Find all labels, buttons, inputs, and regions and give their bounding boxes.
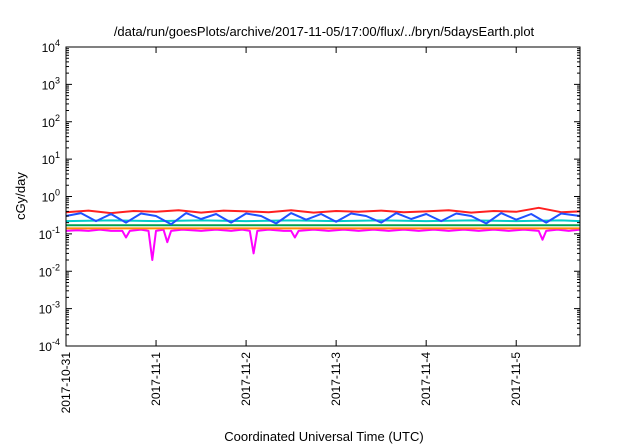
y-tick-label-exponent: -2 [52, 262, 60, 272]
y-tick-label-7: 103 [42, 75, 60, 92]
y-tick-label-exponent: 1 [55, 150, 60, 160]
y-tick-label-exponent: -4 [52, 337, 60, 347]
y-tick-label-exponent: 3 [55, 75, 60, 85]
x-axis-label: Coordinated Universal Time (UTC) [224, 429, 423, 444]
y-tick-label-base: 10 [42, 41, 56, 55]
series-layer [65, 206, 581, 261]
y-tick-label-1: 10-3 [39, 300, 60, 317]
y-tick-label-5: 101 [42, 150, 60, 167]
series-line-5 [65, 206, 581, 215]
y-tick-label-8: 104 [42, 38, 60, 55]
y-tick-label-exponent: -3 [52, 300, 60, 310]
y-tick-label-base: 10 [39, 265, 53, 279]
plot-frame [65, 46, 581, 347]
y-tick-label-base: 10 [42, 191, 56, 205]
y-tick-label-4: 100 [42, 188, 60, 205]
x-axis: 2017-10-31 2017-11-1 2017-11-2 2017-11-3 201… [59, 47, 523, 413]
chart-title: /data/run/goesPlots/archive/2017-11-05/1… [114, 24, 535, 39]
x-tick-label-3: 2017-11-3 [329, 352, 343, 406]
y-tick-label-6: 102 [42, 113, 60, 130]
x-tick-label-0: 2017-10-31 [59, 352, 73, 414]
y-tick-label-3: 10-1 [39, 225, 60, 242]
y-tick-label-exponent: -1 [52, 225, 60, 235]
series-line-1 [65, 228, 581, 261]
y-tick-label-base: 10 [42, 116, 56, 130]
x-tick-label-4: 2017-11-4 [419, 352, 433, 406]
x-tick-label-2: 2017-11-2 [239, 352, 253, 406]
y-tick-label-exponent: 4 [55, 38, 60, 48]
x-tick-label-5: 2017-11-5 [509, 352, 523, 406]
y-tick-label-base: 10 [42, 78, 56, 92]
y-axis-label: cGy/day [13, 172, 28, 220]
y-tick-label-exponent: 0 [55, 188, 60, 198]
y-tick-label-2: 10-2 [39, 262, 60, 279]
y-tick-label-base: 10 [39, 340, 53, 354]
y-tick-label-base: 10 [39, 303, 53, 317]
y-tick-label-0: 10-4 [39, 337, 60, 354]
y-tick-label-base: 10 [42, 153, 56, 167]
y-tick-label-exponent: 2 [55, 113, 60, 123]
series-line-6 [65, 212, 581, 226]
x-tick-label-1: 2017-11-1 [149, 352, 163, 406]
y-tick-label-base: 10 [39, 228, 53, 242]
series-line-4 [65, 219, 581, 223]
